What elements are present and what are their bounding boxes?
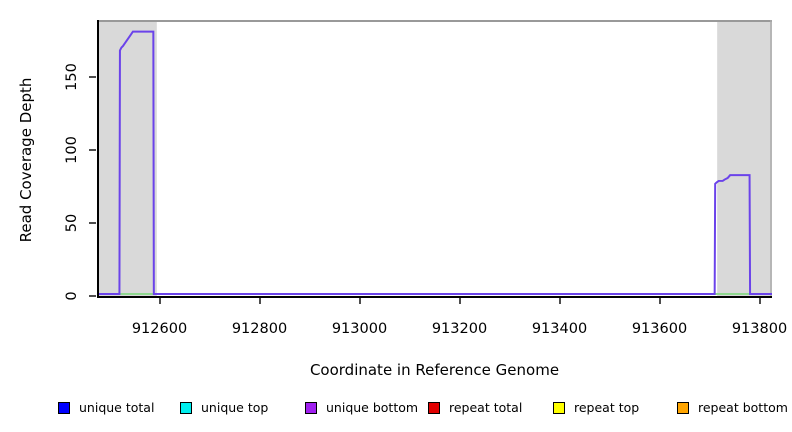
legend-swatch-icon bbox=[428, 401, 440, 414]
x-tick bbox=[658, 298, 661, 304]
y-tick-label: 50 bbox=[64, 213, 80, 233]
x-axis-title: Coordinate in Reference Genome bbox=[309, 361, 560, 379]
y-tick-label: 0 bbox=[64, 291, 80, 301]
y-tick-label: 150 bbox=[64, 63, 80, 91]
x-tick-label: 913200 bbox=[431, 321, 488, 337]
legend-item: repeat bottom bbox=[677, 400, 788, 415]
legend-label: unique bottom bbox=[326, 400, 419, 415]
legend-label: repeat bottom bbox=[698, 400, 788, 415]
x-tick bbox=[258, 298, 261, 304]
x-tick-label: 913800 bbox=[731, 321, 788, 337]
y-tick bbox=[89, 295, 96, 297]
x-tick bbox=[358, 298, 361, 304]
shaded-region bbox=[717, 20, 772, 296]
y-axis-title: Read Coverage Depth bbox=[17, 77, 35, 243]
legend-item: unique total bbox=[58, 400, 154, 415]
legend-item: repeat total bbox=[428, 400, 522, 415]
legend-label: unique total bbox=[79, 400, 155, 415]
coverage-line bbox=[99, 30, 772, 296]
x-tick-label: 912600 bbox=[131, 321, 188, 337]
legend-swatch-icon bbox=[305, 401, 317, 414]
shaded-region bbox=[99, 20, 157, 296]
x-tick bbox=[758, 298, 761, 304]
y-tick bbox=[89, 76, 96, 78]
legend-label: repeat top bbox=[574, 400, 640, 415]
x-tick bbox=[458, 298, 461, 304]
legend-item: repeat top bbox=[553, 400, 639, 415]
x-tick bbox=[558, 298, 561, 304]
legend-label: unique top bbox=[201, 400, 269, 415]
x-tick-label: 913400 bbox=[531, 321, 588, 337]
coverage-line-chart bbox=[99, 20, 772, 296]
y-tick bbox=[89, 149, 96, 151]
y-tick-label: 100 bbox=[64, 136, 80, 164]
y-tick bbox=[89, 222, 96, 224]
x-tick-label: 912800 bbox=[231, 321, 288, 337]
legend-swatch-icon bbox=[677, 401, 689, 414]
legend-item: unique bottom bbox=[305, 400, 418, 415]
x-tick-label: 913600 bbox=[631, 321, 688, 337]
legend-swatch-icon bbox=[58, 401, 70, 414]
legend-label: repeat total bbox=[449, 400, 523, 415]
x-tick-label: 913000 bbox=[331, 321, 388, 337]
plot-area bbox=[97, 20, 772, 298]
legend-swatch-icon bbox=[553, 401, 565, 414]
legend-swatch-icon bbox=[180, 401, 192, 414]
legend-item: unique top bbox=[180, 400, 268, 415]
x-tick bbox=[158, 298, 161, 304]
